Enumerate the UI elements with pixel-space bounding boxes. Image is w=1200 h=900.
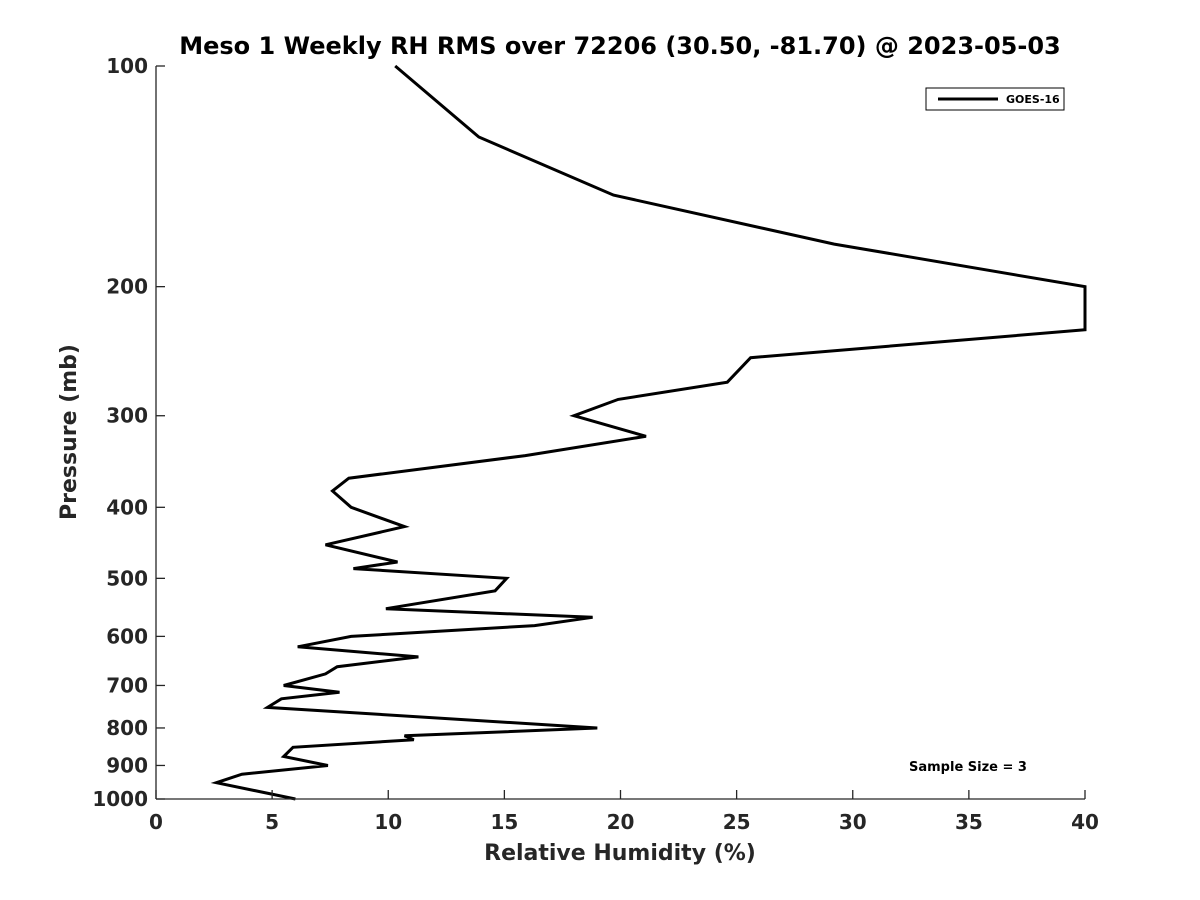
sample-size-annotation: Sample Size = 3: [909, 760, 1027, 775]
x-tick-label: 35: [955, 810, 983, 834]
series-line-goes-16: [210, 64, 1087, 801]
legend: GOES-16: [925, 87, 1065, 111]
y-tick-label: 100: [106, 54, 148, 78]
y-tick-label: 200: [106, 275, 148, 299]
y-tick-label: 300: [106, 404, 148, 428]
x-tick-label: 10: [374, 810, 402, 834]
y-tick-label: 1000: [92, 787, 148, 811]
series-layer: [210, 64, 1087, 801]
chart-title: Meso 1 Weekly RH RMS over 72206 (30.50, …: [179, 32, 1061, 60]
y-axis-ticks: 100 200 300 400 500 600 700 800 900 1000: [92, 54, 165, 811]
x-tick-label: 0: [149, 810, 163, 834]
plot-area: 0 5 10 15 20 25 30 35 40 100 200 300 400 500 600 700 80…: [92, 54, 1099, 834]
x-tick-label: 40: [1071, 810, 1099, 834]
y-tick-label: 400: [106, 495, 148, 519]
x-tick-label: 30: [839, 810, 867, 834]
x-axis-label: Relative Humidity (%): [484, 841, 756, 866]
x-tick-label: 15: [490, 810, 518, 834]
x-tick-label: 20: [607, 810, 635, 834]
x-axis-ticks: 0 5 10 15 20 25 30 35 40: [149, 790, 1099, 834]
y-tick-label: 700: [106, 673, 148, 697]
y-tick-label: 800: [106, 716, 148, 740]
y-tick-label: 900: [106, 753, 148, 777]
y-tick-label: 600: [106, 624, 148, 648]
y-axis-label: Pressure (mb): [57, 344, 82, 520]
x-tick-label: 25: [723, 810, 751, 834]
y-tick-label: 500: [106, 566, 148, 590]
x-tick-label: 5: [265, 810, 279, 834]
legend-label-goes-16: GOES-16: [1006, 93, 1060, 106]
